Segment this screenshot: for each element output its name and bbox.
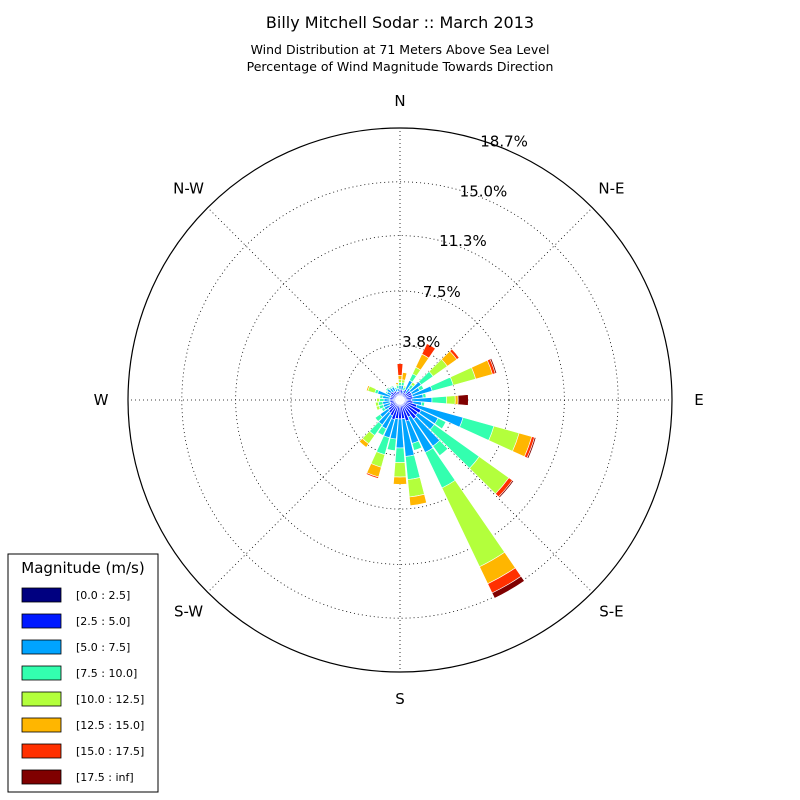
wedge-dir-0-bin-6 <box>397 374 403 381</box>
wedge-dir-0-bin-5 <box>398 379 402 383</box>
wedge-dir-190-bin-4 <box>386 437 397 452</box>
wedge-dir-10-bin-6 <box>401 372 408 381</box>
legend-items: [0.0 : 2.5] [2.5 : 5.0] [5.0 : 7.5] [7.5 : … <box>21 587 144 785</box>
wedge-dir-0-bin-7 <box>396 363 404 376</box>
compass-label-n: N <box>394 92 405 110</box>
chart-subtitle-line-1: Wind Distribution at 71 Meters Above Sea… <box>251 42 550 57</box>
compass-label-s-e: S-E <box>599 602 623 620</box>
legend-label-5: [10.0 : 12.5] <box>76 693 144 706</box>
wedge-dir-280-bin-4 <box>379 394 384 399</box>
wedge-dir-110-bin-8 <box>526 436 537 459</box>
legend-swatch-3 <box>21 639 62 655</box>
wedge-dir-270-bin-4 <box>379 398 385 402</box>
wedge-dir-90-bin-5 <box>446 395 456 405</box>
wedge-dir-80-bin-4 <box>422 393 427 399</box>
wedge-dir-180-bin-6 <box>393 476 407 485</box>
wedge-dir-330-bin-4 <box>390 385 395 389</box>
wedge-dir-30-bin-7 <box>421 343 436 359</box>
radial-tick-label-3: 11.3% <box>439 232 487 250</box>
wedge-dir-250-bin-5 <box>375 405 381 411</box>
wedge-dir-230-bin-4 <box>374 413 383 422</box>
legend-swatch-4 <box>21 665 62 681</box>
wedge-dir-130-bin-8 <box>498 479 515 499</box>
radial-tick-label-1: 3.8% <box>402 333 440 351</box>
grid-spoke-8 <box>207 207 401 401</box>
wedge-dir-100-bin-4 <box>420 401 425 407</box>
legend-swatch-7 <box>21 743 62 759</box>
wedge-dir-150-bin-8 <box>491 575 525 599</box>
legend-swatch-1 <box>21 587 62 603</box>
wedge-dir-70-bin-4 <box>430 376 454 392</box>
polar-grid <box>128 128 672 672</box>
wedge-dir-240-bin-4 <box>381 407 387 412</box>
legend-label-7: [15.0 : 17.5] <box>76 745 144 758</box>
wedge-dir-220-bin-6 <box>358 437 370 448</box>
wind-bars <box>358 343 537 599</box>
wedge-dir-40-bin-5 <box>410 381 416 387</box>
grid-ring-2 <box>290 290 510 510</box>
wedge-dir-200-bin-7 <box>365 472 379 479</box>
wedge-dir-120-bin-4 <box>434 417 447 430</box>
wedge-dir-170-bin-5 <box>407 477 425 498</box>
compass-label-w: W <box>94 391 109 409</box>
wedge-dir-90-bin-8 <box>457 394 469 406</box>
legend-label-1: [0.0 : 2.5] <box>76 589 130 602</box>
legend-swatch-2 <box>21 613 62 629</box>
legend-label-4: [7.5 : 10.0] <box>76 667 137 680</box>
compass-label-s: S <box>395 690 405 708</box>
compass-label-n-e: N-E <box>598 180 624 198</box>
legend-label-6: [12.5 : 15.0] <box>76 719 144 732</box>
compass-label-s-w: S-W <box>174 602 203 620</box>
compass-labels: N N-E E S-E S S-W W N-W <box>94 92 704 708</box>
wedge-dir-290-bin-6 <box>365 385 370 392</box>
wedge-dir-180-bin-4 <box>394 447 406 463</box>
wedge-dir-70-bin-8 <box>489 357 498 374</box>
legend: Magnitude (m/s) [0.0 : 2.5] [2.5 : 5.0] [5… <box>7 553 159 793</box>
wedge-dir-200-bin-4 <box>376 435 390 456</box>
wedge-dir-70-bin-5 <box>449 367 477 386</box>
legend-label-2: [2.5 : 5.0] <box>76 615 130 628</box>
wedge-dir-270-bin-5 <box>376 397 381 403</box>
wedge-dir-110-bin-4 <box>459 417 495 441</box>
legend-swatch-8 <box>21 769 62 785</box>
legend-swatch-5 <box>21 691 62 707</box>
wedge-dir-210-bin-4 <box>377 425 387 436</box>
wedge-dir-180-bin-5 <box>393 462 407 478</box>
wedge-dir-90-bin-4 <box>431 396 447 404</box>
radial-tick-labels: 3.8% 7.5% 11.3% 15.0% 18.7% <box>402 133 528 351</box>
wedge-dir-60-bin-4 <box>417 384 425 392</box>
radial-tick-label-2: 7.5% <box>423 283 461 301</box>
legend-swatch-6 <box>21 717 62 733</box>
wedge-dir-140-bin-4 <box>432 440 449 457</box>
wedge-dir-260-bin-5 <box>375 401 380 407</box>
legend-label-3: [5.0 : 7.5] <box>76 641 130 654</box>
chart-title: Billy Mitchell Sodar :: March 2013 <box>266 13 534 32</box>
wedge-dir-170-bin-6 <box>409 493 427 507</box>
chart-subtitle-line-2: Percentage of Wind Magnitude Towards Dir… <box>247 59 554 74</box>
compass-label-n-w: N-W <box>173 180 204 198</box>
grid-ring-4 <box>181 181 619 619</box>
grid-spoke-2 <box>399 207 593 401</box>
radial-tick-label-5: 18.7% <box>480 133 528 151</box>
grid-spoke-4 <box>399 399 593 593</box>
grid-spoke-6 <box>207 399 401 593</box>
legend-label-8: [17.5 : inf] <box>76 771 134 784</box>
radial-tick-label-4: 15.0% <box>460 182 508 200</box>
wedge-dir-0-bin-4 <box>398 382 402 386</box>
wedge-dir-170-bin-4 <box>405 454 421 480</box>
compass-label-e: E <box>694 391 703 409</box>
outer-ring <box>127 127 673 673</box>
wedge-dir-160-bin-4 <box>411 440 423 451</box>
wedge-dir-350-bin-6 <box>395 382 399 385</box>
wedge-dir-50-bin-7 <box>449 348 460 360</box>
wedge-dir-90-bin-6 <box>454 395 459 405</box>
legend-title: Magnitude (m/s) <box>21 559 144 577</box>
